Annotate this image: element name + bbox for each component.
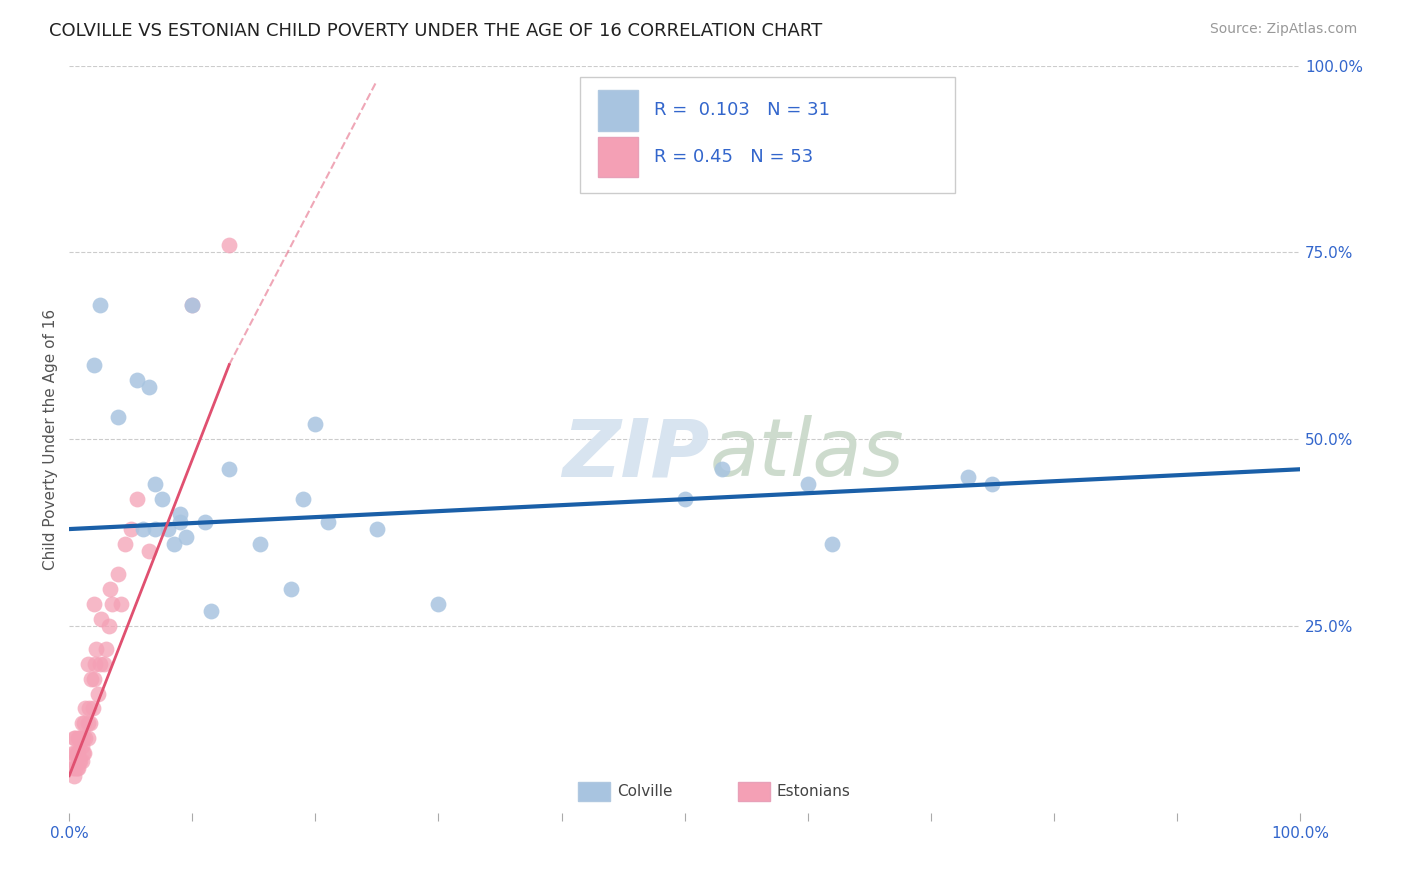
Point (70, 739, 93, 753)
Point (150, 492, 173, 507)
Point (138, 380, 160, 394)
Point (292, 492, 315, 507)
Point (156, 522, 179, 536)
Point (169, 507, 191, 521)
Point (138, 544, 160, 558)
FancyBboxPatch shape (578, 781, 610, 801)
Point (83, 358, 105, 372)
Point (96, 641, 118, 656)
Text: ZIP: ZIP (562, 416, 709, 493)
Point (181, 298, 204, 312)
Point (66, 731, 89, 746)
Point (145, 522, 167, 536)
Point (75, 701, 97, 715)
Text: Colville: Colville (617, 784, 672, 799)
Point (65, 761, 87, 775)
Point (69, 754, 91, 768)
Point (63, 769, 86, 783)
Point (70, 754, 93, 768)
Point (194, 515, 217, 529)
Text: atlas: atlas (709, 416, 904, 493)
Point (66, 747, 89, 761)
Point (72, 747, 94, 761)
Point (145, 477, 167, 491)
Point (76, 731, 98, 746)
Point (125, 492, 148, 507)
Point (366, 522, 388, 536)
Point (76, 657, 98, 671)
Point (981, 477, 1004, 491)
Point (73, 716, 96, 731)
Point (66, 761, 89, 775)
Point (65, 731, 87, 746)
Point (107, 566, 129, 581)
Point (169, 515, 191, 529)
Point (83, 672, 105, 686)
Point (97, 619, 120, 633)
Point (280, 582, 302, 596)
Point (174, 530, 197, 544)
Point (93, 657, 115, 671)
Point (84, 657, 107, 671)
Point (218, 462, 240, 476)
Point (83, 597, 105, 611)
Point (84, 641, 107, 656)
Point (316, 515, 339, 529)
Point (101, 597, 124, 611)
Text: Source: ZipAtlas.com: Source: ZipAtlas.com (1209, 22, 1357, 37)
Y-axis label: Child Poverty Under the Age of 16: Child Poverty Under the Age of 16 (44, 309, 58, 570)
Point (181, 298, 204, 312)
FancyBboxPatch shape (581, 77, 956, 193)
Point (86, 686, 108, 700)
Point (77, 701, 100, 715)
Point (79, 716, 101, 731)
Point (80, 672, 103, 686)
Point (427, 597, 450, 611)
Point (67, 754, 90, 768)
Point (76, 716, 98, 731)
Point (218, 238, 240, 252)
Text: Estonians: Estonians (778, 784, 851, 799)
Point (73, 747, 96, 761)
Point (200, 604, 222, 618)
Point (114, 537, 136, 551)
Point (62, 747, 84, 761)
Point (956, 469, 979, 483)
Point (98, 582, 121, 596)
Text: COLVILLE VS ESTONIAN CHILD POVERTY UNDER THE AGE OF 16 CORRELATION CHART: COLVILLE VS ESTONIAN CHILD POVERTY UNDER… (49, 22, 823, 40)
Point (163, 537, 186, 551)
Point (107, 409, 129, 424)
Point (120, 522, 142, 536)
Point (89, 298, 111, 312)
Text: R = 0.45   N = 53: R = 0.45 N = 53 (654, 148, 813, 166)
Point (110, 597, 132, 611)
Point (63, 754, 86, 768)
Point (65, 761, 87, 775)
Point (69, 731, 91, 746)
Point (796, 477, 818, 491)
Point (89, 657, 111, 671)
Point (249, 537, 271, 551)
FancyBboxPatch shape (599, 90, 638, 130)
Point (673, 492, 696, 507)
Point (710, 462, 733, 476)
Point (62, 761, 84, 775)
Point (67, 731, 90, 746)
Point (72, 731, 94, 746)
Point (63, 731, 86, 746)
Text: R =  0.103   N = 31: R = 0.103 N = 31 (654, 102, 830, 120)
FancyBboxPatch shape (738, 781, 769, 801)
Point (132, 522, 155, 536)
Point (125, 373, 148, 387)
Point (304, 417, 326, 432)
Point (82, 701, 104, 715)
Point (75, 731, 97, 746)
Point (90, 612, 112, 626)
Point (70, 716, 93, 731)
FancyBboxPatch shape (599, 136, 638, 177)
Point (65, 747, 87, 761)
Point (65, 747, 87, 761)
Point (821, 537, 844, 551)
